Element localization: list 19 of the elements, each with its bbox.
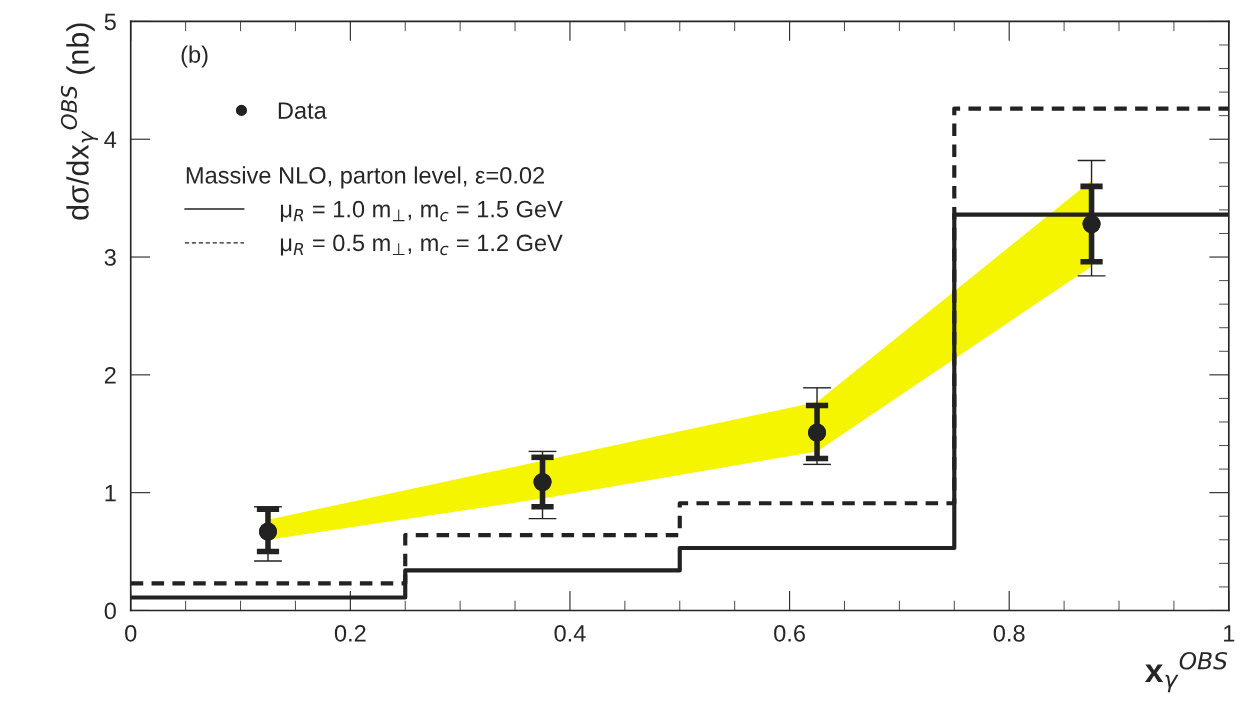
y-axis-title: dσ/dx$_{γ}$$^{OBS}$ (nb) [60,23,98,220]
x-tick-label: 1 [1224,625,1235,642]
x-tick-label: 0.8 [993,624,1025,642]
x-tick-label: 0.4 [554,624,586,642]
y-tick-label: 3 [104,249,116,266]
x-tick-label: 0.6 [774,624,805,642]
legend-label: Data [278,102,327,119]
x-tick-label: 0.2 [334,624,366,642]
y-tick-label: 4 [104,131,117,148]
legend-label: μ$_{R}$ = 0.5 m$_{⊥}$, m$_{c}$ = 1.2 GeV [280,234,563,256]
x-tick-label: 0 [125,624,137,642]
y-tick-label: 2 [104,366,116,384]
x-axis-title: x$_{γ}$$^{OBS}$ [1145,651,1228,693]
y-tick-label: 0 [104,602,116,620]
y-tick-label: 5 [104,13,116,31]
legend-title: Massive NLO, parton level, ε=0.02 [186,166,545,189]
y-tick-label: 1 [105,484,116,502]
annotation: (b) [181,45,208,68]
legend-label: μ$_{R}$ = 1.0 m$_{⊥}$, m$_{c}$ = 1.5 GeV [280,200,563,222]
